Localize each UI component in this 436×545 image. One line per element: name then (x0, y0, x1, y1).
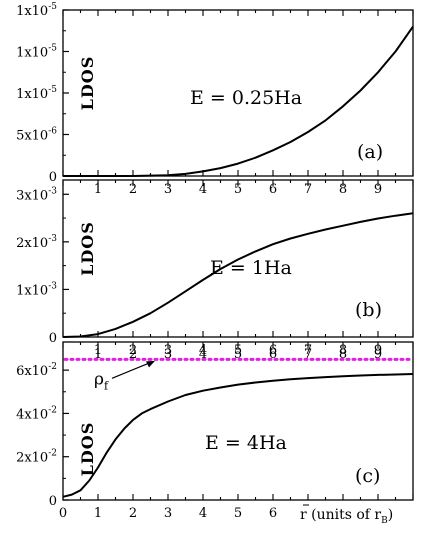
x-tick-label: 7 (304, 343, 312, 358)
y-tick-label: 6x10-2 (16, 362, 57, 379)
x-tick-label: 1 (94, 182, 102, 197)
energy-annotation: E = 0.25Ha (190, 87, 302, 109)
y-tick-label: 0 (49, 494, 57, 509)
x-tick-label: 0 (59, 506, 67, 521)
x-tick-label: 3 (164, 343, 172, 358)
x-tick-label: 5 (234, 182, 242, 197)
x-tick-label: 1 (94, 343, 102, 358)
y-axis-label: LDOS (78, 221, 97, 276)
x-tick-label: 2 (129, 182, 137, 197)
panel-label: (c) (355, 465, 380, 487)
x-tick-label-inner: 5 (234, 347, 242, 362)
panel-3: 0 2x10-2 4x10-2 6x10-2 1 2 3 4 5 6 7 8 9 0 1 2 3 4 5 6 r (un… (16, 341, 414, 526)
x-tick-label-inner: 4 (199, 347, 207, 362)
energy-annotation: E = 4Ha (205, 432, 287, 454)
y-tick-label: 5x10-6 (16, 127, 57, 144)
x-tick-label: 7 (304, 182, 312, 197)
x-tick-label: 1 (94, 506, 102, 521)
ldos-curve (62, 212, 414, 338)
x-tick-label-inner: 9 (374, 347, 382, 362)
y-tick-label: 3x10-3 (16, 186, 57, 203)
rho-f-arrow (111, 361, 152, 379)
x-tick-label: 4 (199, 506, 207, 521)
y-tick-label: 2x10-3 (16, 234, 57, 251)
y-tick-label: 1x10-5 (16, 85, 57, 102)
x-tick-label: 8 (339, 343, 347, 358)
x-tick-label: 6 (269, 506, 277, 521)
x-tick-label: 4 (199, 343, 207, 358)
y-tick-label: 4x10-2 (16, 405, 57, 422)
y-tick-label: 1x10-5 (16, 2, 57, 19)
x-tick-label-inner: 8 (339, 347, 347, 362)
ldos-curve (62, 373, 414, 498)
x-tick-label: 4 (199, 182, 207, 197)
y-tick-label: 2x10-2 (16, 449, 57, 466)
x-tick-label: 6 (269, 182, 277, 197)
x-tick-label: 2 (129, 343, 137, 358)
x-tick-label: 8 (339, 182, 347, 197)
ldos-curve (63, 26, 414, 177)
x-tick-label: 9 (374, 182, 382, 197)
panel-label: (b) (355, 299, 382, 321)
y-tick-label: 1x10-5 (16, 44, 57, 61)
x-tick-label-inner: 2 (129, 347, 137, 362)
x-axis-label: r (units of rB) (300, 507, 393, 526)
panel-1: 0 5x10-6 1x10-5 1x10-5 1x10-5 1 2 3 4 5 6 7 8 9 LDOS E … (16, 2, 414, 197)
panel-label: (a) (357, 141, 383, 163)
y-axis-label: LDOS (78, 422, 97, 477)
x-tick-label-inner: 1 (94, 347, 102, 362)
y-tick-label: 0 (49, 331, 57, 346)
x-tick-label: 5 (234, 506, 242, 521)
x-tick-label: 6 (269, 343, 277, 358)
y-tick-label: 0 (49, 170, 57, 185)
x-tick-label-inner: 7 (304, 347, 312, 362)
x-tick-label: 2 (129, 506, 137, 521)
y-axis-label: LDOS (78, 56, 97, 111)
x-tick-label: 3 (164, 182, 172, 197)
y-tick-label: 1x10-3 (16, 281, 57, 298)
x-tick-label-inner: 6 (269, 347, 277, 362)
rho-f-arrowhead (146, 360, 155, 368)
x-tick-label: 9 (374, 343, 382, 358)
x-tick-label: 3 (164, 506, 172, 521)
x-tick-label-inner: 3 (164, 347, 172, 362)
rho-f-label: ρf (94, 369, 109, 392)
x-tick-label: 5 (234, 343, 242, 358)
